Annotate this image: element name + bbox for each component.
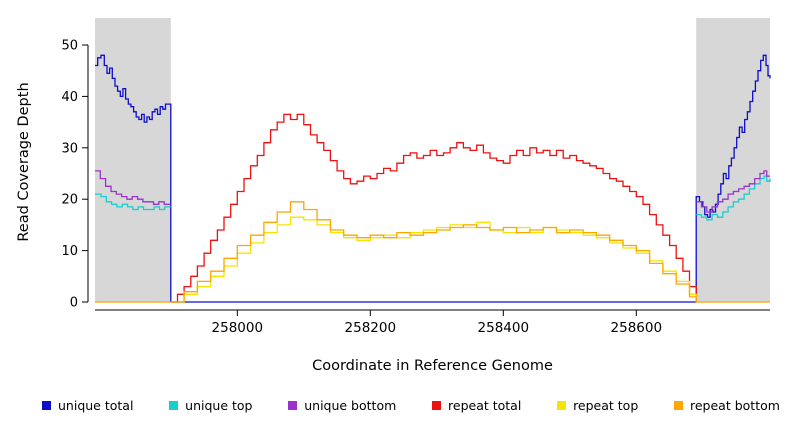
legend-item-repeat-bottom: repeat bottom <box>674 398 780 413</box>
legend-label: unique total <box>58 398 134 413</box>
series-line-unique-bottom <box>95 170 171 205</box>
series-line-unique-top <box>95 193 171 211</box>
shaded-region <box>95 18 171 302</box>
y-axis-title: Read Coverage Depth <box>16 82 32 242</box>
series-line-repeat-bottom <box>95 201 770 303</box>
series-line-unique-bottom <box>696 170 770 213</box>
series-line-unique-total <box>95 54 771 303</box>
y-tick-label: 40 <box>61 90 78 105</box>
series-line-unique-top <box>696 175 771 221</box>
x-tick-label: 258400 <box>478 320 530 336</box>
legend-swatch <box>169 401 179 410</box>
legend-swatch <box>432 401 442 410</box>
y-tick-label: 20 <box>61 193 78 208</box>
legend-item-unique-top: unique top <box>169 398 252 413</box>
x-tick-label: 258200 <box>345 320 397 336</box>
legend-item-unique-bottom: unique bottom <box>288 398 396 413</box>
legend-label: unique top <box>185 398 253 413</box>
y-tick-label: 30 <box>61 141 78 156</box>
shaded-region <box>696 18 770 302</box>
y-tick-label: 0 <box>70 296 78 311</box>
y-tick-label: 50 <box>61 39 78 54</box>
legend-label: repeat bottom <box>690 398 780 413</box>
legend-swatch <box>674 401 683 410</box>
x-tick-label: 258600 <box>611 320 663 336</box>
legend-swatch <box>42 401 51 410</box>
series-line-repeat-top <box>170 216 697 303</box>
legend-item-repeat-top: repeat top <box>557 398 638 413</box>
y-tick-label: 10 <box>61 244 78 259</box>
legend-item-repeat-total: repeat total <box>432 398 521 413</box>
legend-swatch <box>288 401 298 410</box>
legend-item-unique-total: unique total <box>42 398 133 413</box>
series-line-repeat-total <box>170 113 697 303</box>
legend-swatch <box>557 401 567 410</box>
legend-label: repeat total <box>448 398 522 413</box>
x-axis-title: Coordinate in Reference Genome <box>312 358 553 374</box>
legend: unique total unique top unique bottom repea… <box>42 398 780 413</box>
legend-label: repeat top <box>573 398 639 413</box>
x-tick-label: 258000 <box>212 320 264 336</box>
legend-label: unique bottom <box>304 398 397 413</box>
